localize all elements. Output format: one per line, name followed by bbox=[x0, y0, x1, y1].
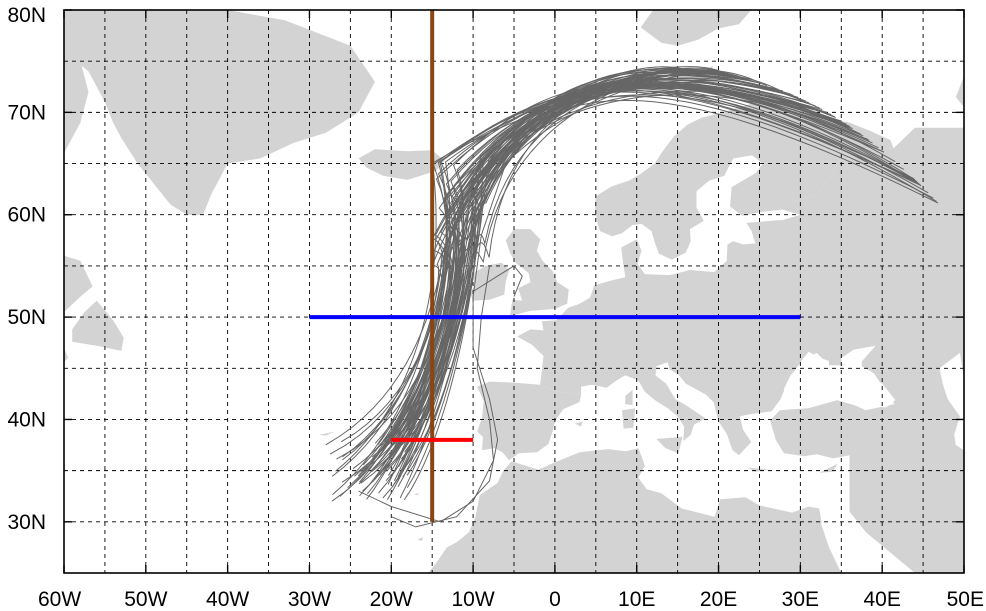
water-baltic-gulf bbox=[730, 227, 756, 245]
land-baffin-coast bbox=[64, 10, 89, 154]
land-canada-east bbox=[64, 255, 93, 312]
axis-ticks bbox=[63, 9, 965, 573]
lon-tick-label: 0 bbox=[549, 588, 561, 611]
land-europe-main bbox=[428, 127, 964, 573]
trajectory-line bbox=[374, 67, 728, 444]
trajectory-line bbox=[391, 163, 507, 528]
trajectory-line bbox=[472, 265, 523, 297]
lat-tick-label: 60N bbox=[7, 204, 46, 227]
lat-tick-label: 40N bbox=[7, 408, 46, 431]
trajectory-line bbox=[359, 91, 922, 497]
trajectory-line bbox=[397, 88, 929, 449]
lon-tick-label: 30E bbox=[782, 588, 819, 611]
trajectory-line bbox=[385, 90, 937, 448]
land-crete bbox=[747, 467, 771, 472]
lon-tick-label: 60W bbox=[38, 588, 81, 611]
trajectory-line bbox=[359, 66, 696, 483]
trajectory-line bbox=[358, 265, 495, 523]
land-sardinia bbox=[622, 408, 636, 429]
land-canary bbox=[417, 537, 424, 542]
land-newfoundland bbox=[72, 300, 124, 351]
trajectory-line bbox=[370, 71, 713, 473]
land-corsica bbox=[625, 389, 633, 406]
land-azores bbox=[319, 431, 334, 436]
lat-tick-label: 80N bbox=[7, 4, 46, 27]
reference-lines bbox=[309, 10, 801, 522]
map-frame bbox=[63, 9, 965, 574]
lon-tick-label: 40E bbox=[863, 588, 900, 611]
water-sea-of-azov bbox=[841, 345, 876, 367]
water-black-sea bbox=[784, 351, 896, 408]
land-great-britain bbox=[505, 229, 569, 317]
lon-tick-label: 10W bbox=[451, 588, 494, 611]
lat-tick-label: 30N bbox=[7, 511, 46, 534]
lon-tick-label: 40W bbox=[206, 588, 249, 611]
water-red-sea-north bbox=[820, 522, 866, 573]
land-ireland bbox=[470, 262, 510, 301]
land-iceland bbox=[358, 149, 445, 180]
land-mallorca bbox=[574, 421, 583, 427]
longitude-labels: 60W 50W 40W 30W 20W 10W 0 10E 20E 30E 40E 50E bbox=[38, 588, 984, 611]
water-caspian bbox=[939, 352, 964, 451]
trajectory-line bbox=[361, 95, 934, 472]
lon-tick-label: 20E bbox=[700, 588, 737, 611]
land-sicily bbox=[656, 436, 683, 454]
land-nova-scotia bbox=[64, 347, 69, 363]
trajectory-line bbox=[353, 82, 816, 477]
lon-tick-label: 30W bbox=[288, 588, 331, 611]
lon-tick-label: 50W bbox=[124, 588, 167, 611]
land-svalbard bbox=[640, 10, 752, 46]
lat-tick-label: 50N bbox=[7, 306, 46, 329]
trajectory-line bbox=[342, 72, 753, 458]
lat-tick-label: 70N bbox=[7, 101, 46, 124]
trajectory-line bbox=[389, 85, 905, 455]
trajectory-line bbox=[357, 69, 751, 477]
trajectory-bundle bbox=[325, 66, 939, 528]
lon-tick-label: 20W bbox=[370, 588, 413, 611]
trajectory-line bbox=[379, 84, 884, 476]
latitude-labels: 30N 40N 50N 60N 70N 80N bbox=[7, 4, 46, 534]
lon-tick-label: 10E bbox=[618, 588, 655, 611]
lon-tick-label: 50E bbox=[947, 588, 984, 611]
land-madeira bbox=[413, 493, 420, 496]
land-cyprus bbox=[819, 463, 838, 473]
trajectory-line bbox=[367, 82, 843, 495]
land-bear-island bbox=[708, 65, 714, 69]
land-novaya-zemlya bbox=[955, 76, 964, 108]
trajectory-line bbox=[371, 85, 850, 458]
trajectory-line bbox=[371, 77, 784, 471]
land-iberia bbox=[477, 381, 582, 461]
trajectory-line bbox=[392, 84, 862, 446]
